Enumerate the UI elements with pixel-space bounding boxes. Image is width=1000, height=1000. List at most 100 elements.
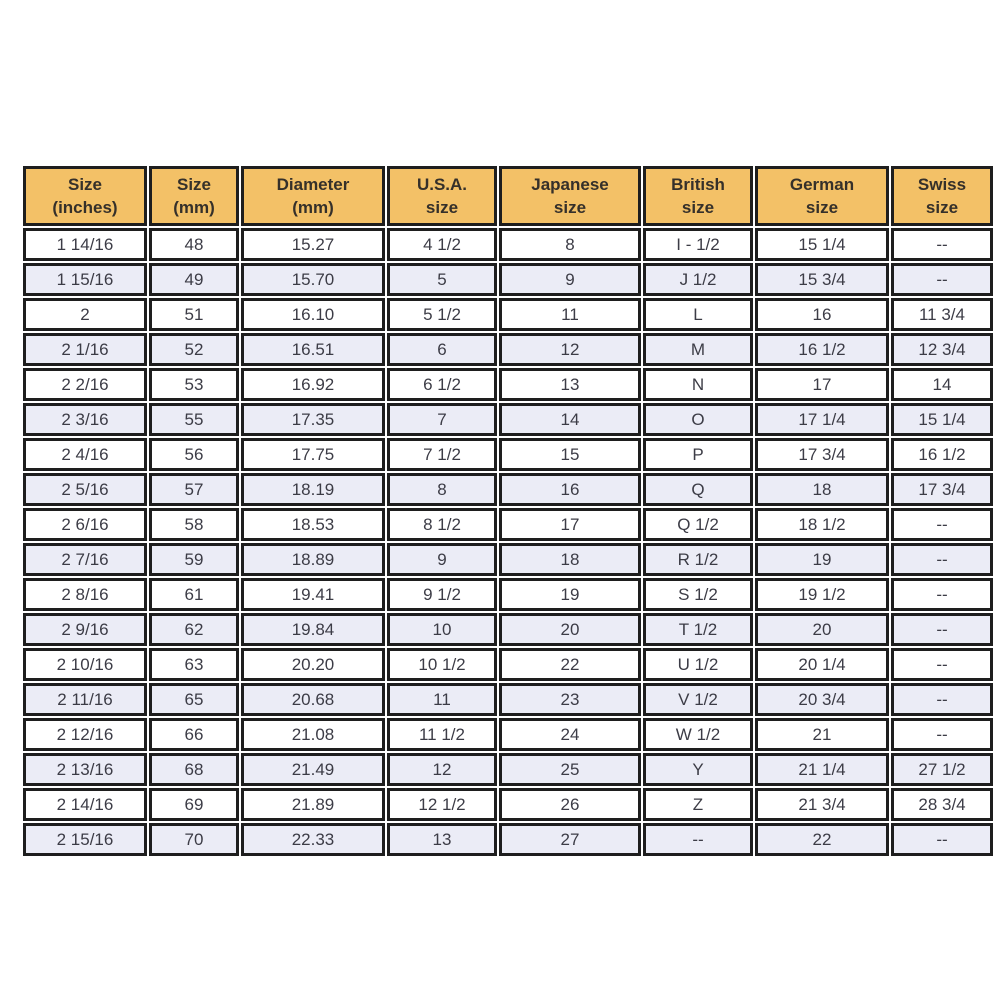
table-cell: 2 2/16 [23, 368, 147, 401]
table-row: 2 1/16 52 16.51 6 12 M 16 1/2 12 3/4 [23, 333, 993, 366]
table-row: 2 10/16 63 20.20 10 1/2 22 U 1/2 20 1/4 -- [23, 648, 993, 681]
table-cell: -- [891, 508, 993, 541]
table-cell: -- [891, 263, 993, 296]
table-cell: -- [643, 823, 753, 856]
table-row: 2 4/16 56 17.75 7 1/2 15 P 17 3/4 16 1/2 [23, 438, 993, 471]
header-line: (mm) [292, 198, 334, 217]
table-cell: 15 [499, 438, 641, 471]
table-cell: 22 [499, 648, 641, 681]
table-cell: 2 9/16 [23, 613, 147, 646]
table-cell: -- [891, 228, 993, 261]
table-cell: 2 4/16 [23, 438, 147, 471]
table-cell: 63 [149, 648, 239, 681]
table-cell: 2 5/16 [23, 473, 147, 506]
table-cell: 53 [149, 368, 239, 401]
table-cell: S 1/2 [643, 578, 753, 611]
header-row: Size (inches) Size (mm) Diameter (mm) U.… [23, 166, 993, 226]
header-line: Size [176, 175, 212, 194]
table-cell: 16 1/2 [891, 438, 993, 471]
table-cell: 27 1/2 [891, 753, 993, 786]
table-cell: 11 3/4 [891, 298, 993, 331]
table-cell: 9 [499, 263, 641, 296]
table-cell: 13 [499, 368, 641, 401]
table-cell: 19 1/2 [755, 578, 889, 611]
table-cell: 9 1/2 [387, 578, 497, 611]
table-cell: 2 8/16 [23, 578, 147, 611]
table-cell: 20.20 [241, 648, 385, 681]
header-line: Japanese [531, 175, 609, 194]
table-cell: 20 1/4 [755, 648, 889, 681]
ring-size-conversion-table-wrap: Size (inches) Size (mm) Diameter (mm) U.… [21, 164, 995, 858]
table-cell: 11 [387, 683, 497, 716]
table-cell: 52 [149, 333, 239, 366]
table-cell: -- [891, 543, 993, 576]
table-row: 2 8/16 61 19.41 9 1/2 19 S 1/2 19 1/2 -- [23, 578, 993, 611]
table-cell: 65 [149, 683, 239, 716]
table-cell: 15 3/4 [755, 263, 889, 296]
table-cell: 69 [149, 788, 239, 821]
table-row: 2 15/16 70 22.33 13 27 -- 22 -- [23, 823, 993, 856]
table-cell: 16.10 [241, 298, 385, 331]
table-row: 2 14/16 69 21.89 12 1/2 26 Z 21 3/4 28 3/4 [23, 788, 993, 821]
table-cell: W 1/2 [643, 718, 753, 751]
table-cell: N [643, 368, 753, 401]
table-cell: 10 1/2 [387, 648, 497, 681]
header-line: Size [67, 175, 103, 194]
table-cell: 2 10/16 [23, 648, 147, 681]
table-cell: 68 [149, 753, 239, 786]
table-cell: 18.53 [241, 508, 385, 541]
table-cell: 21 3/4 [755, 788, 889, 821]
ring-size-conversion-table: Size (inches) Size (mm) Diameter (mm) U.… [21, 164, 995, 858]
table-cell: 4 1/2 [387, 228, 497, 261]
table-cell: -- [891, 718, 993, 751]
header-line: Swiss [917, 175, 967, 194]
table-cell: 66 [149, 718, 239, 751]
table-cell: 21 1/4 [755, 753, 889, 786]
header-line: size [925, 198, 959, 217]
table-cell: 12 3/4 [891, 333, 993, 366]
table-row: 1 14/16 48 15.27 4 1/2 8 I - 1/2 15 1/4 -- [23, 228, 993, 261]
table-cell: 17 3/4 [891, 473, 993, 506]
header-line: size [681, 198, 715, 217]
header-line: size [805, 198, 839, 217]
table-cell: 21.89 [241, 788, 385, 821]
header-line: British [671, 175, 725, 194]
table-cell: 15.70 [241, 263, 385, 296]
table-cell: 18.19 [241, 473, 385, 506]
table-cell: 20 [755, 613, 889, 646]
table-cell: 2 12/16 [23, 718, 147, 751]
header-german-size: German size [755, 166, 889, 226]
table-cell: 7 [387, 403, 497, 436]
table-cell: 2 13/16 [23, 753, 147, 786]
table-cell: 19 [499, 578, 641, 611]
table-cell: 18 [499, 543, 641, 576]
table-cell: 18 [755, 473, 889, 506]
table-cell: 11 1/2 [387, 718, 497, 751]
table-cell: 8 1/2 [387, 508, 497, 541]
table-cell: J 1/2 [643, 263, 753, 296]
table-cell: 12 [499, 333, 641, 366]
table-cell: 21.08 [241, 718, 385, 751]
header-usa-size: U.S.A. size [387, 166, 497, 226]
header-swiss-size: Swiss size [891, 166, 993, 226]
table-row: 2 11/16 65 20.68 11 23 V 1/2 20 3/4 -- [23, 683, 993, 716]
table-cell: -- [891, 613, 993, 646]
table-cell: U 1/2 [643, 648, 753, 681]
table-body: 1 14/16 48 15.27 4 1/2 8 I - 1/2 15 1/4 -- 1 15/… [23, 228, 993, 856]
table-cell: 2 14/16 [23, 788, 147, 821]
table-cell: 17 3/4 [755, 438, 889, 471]
table-cell: M [643, 333, 753, 366]
table-cell: 14 [499, 403, 641, 436]
table-cell: 62 [149, 613, 239, 646]
table-cell: T 1/2 [643, 613, 753, 646]
table-cell: 57 [149, 473, 239, 506]
header-diameter-mm: Diameter (mm) [241, 166, 385, 226]
header-line: size [425, 198, 459, 217]
table-cell: 2 11/16 [23, 683, 147, 716]
header-japanese-size: Japanese size [499, 166, 641, 226]
table-cell: 20 3/4 [755, 683, 889, 716]
table-cell: Z [643, 788, 753, 821]
table-cell: 59 [149, 543, 239, 576]
table-cell: 9 [387, 543, 497, 576]
table-row: 2 6/16 58 18.53 8 1/2 17 Q 1/2 18 1/2 -- [23, 508, 993, 541]
